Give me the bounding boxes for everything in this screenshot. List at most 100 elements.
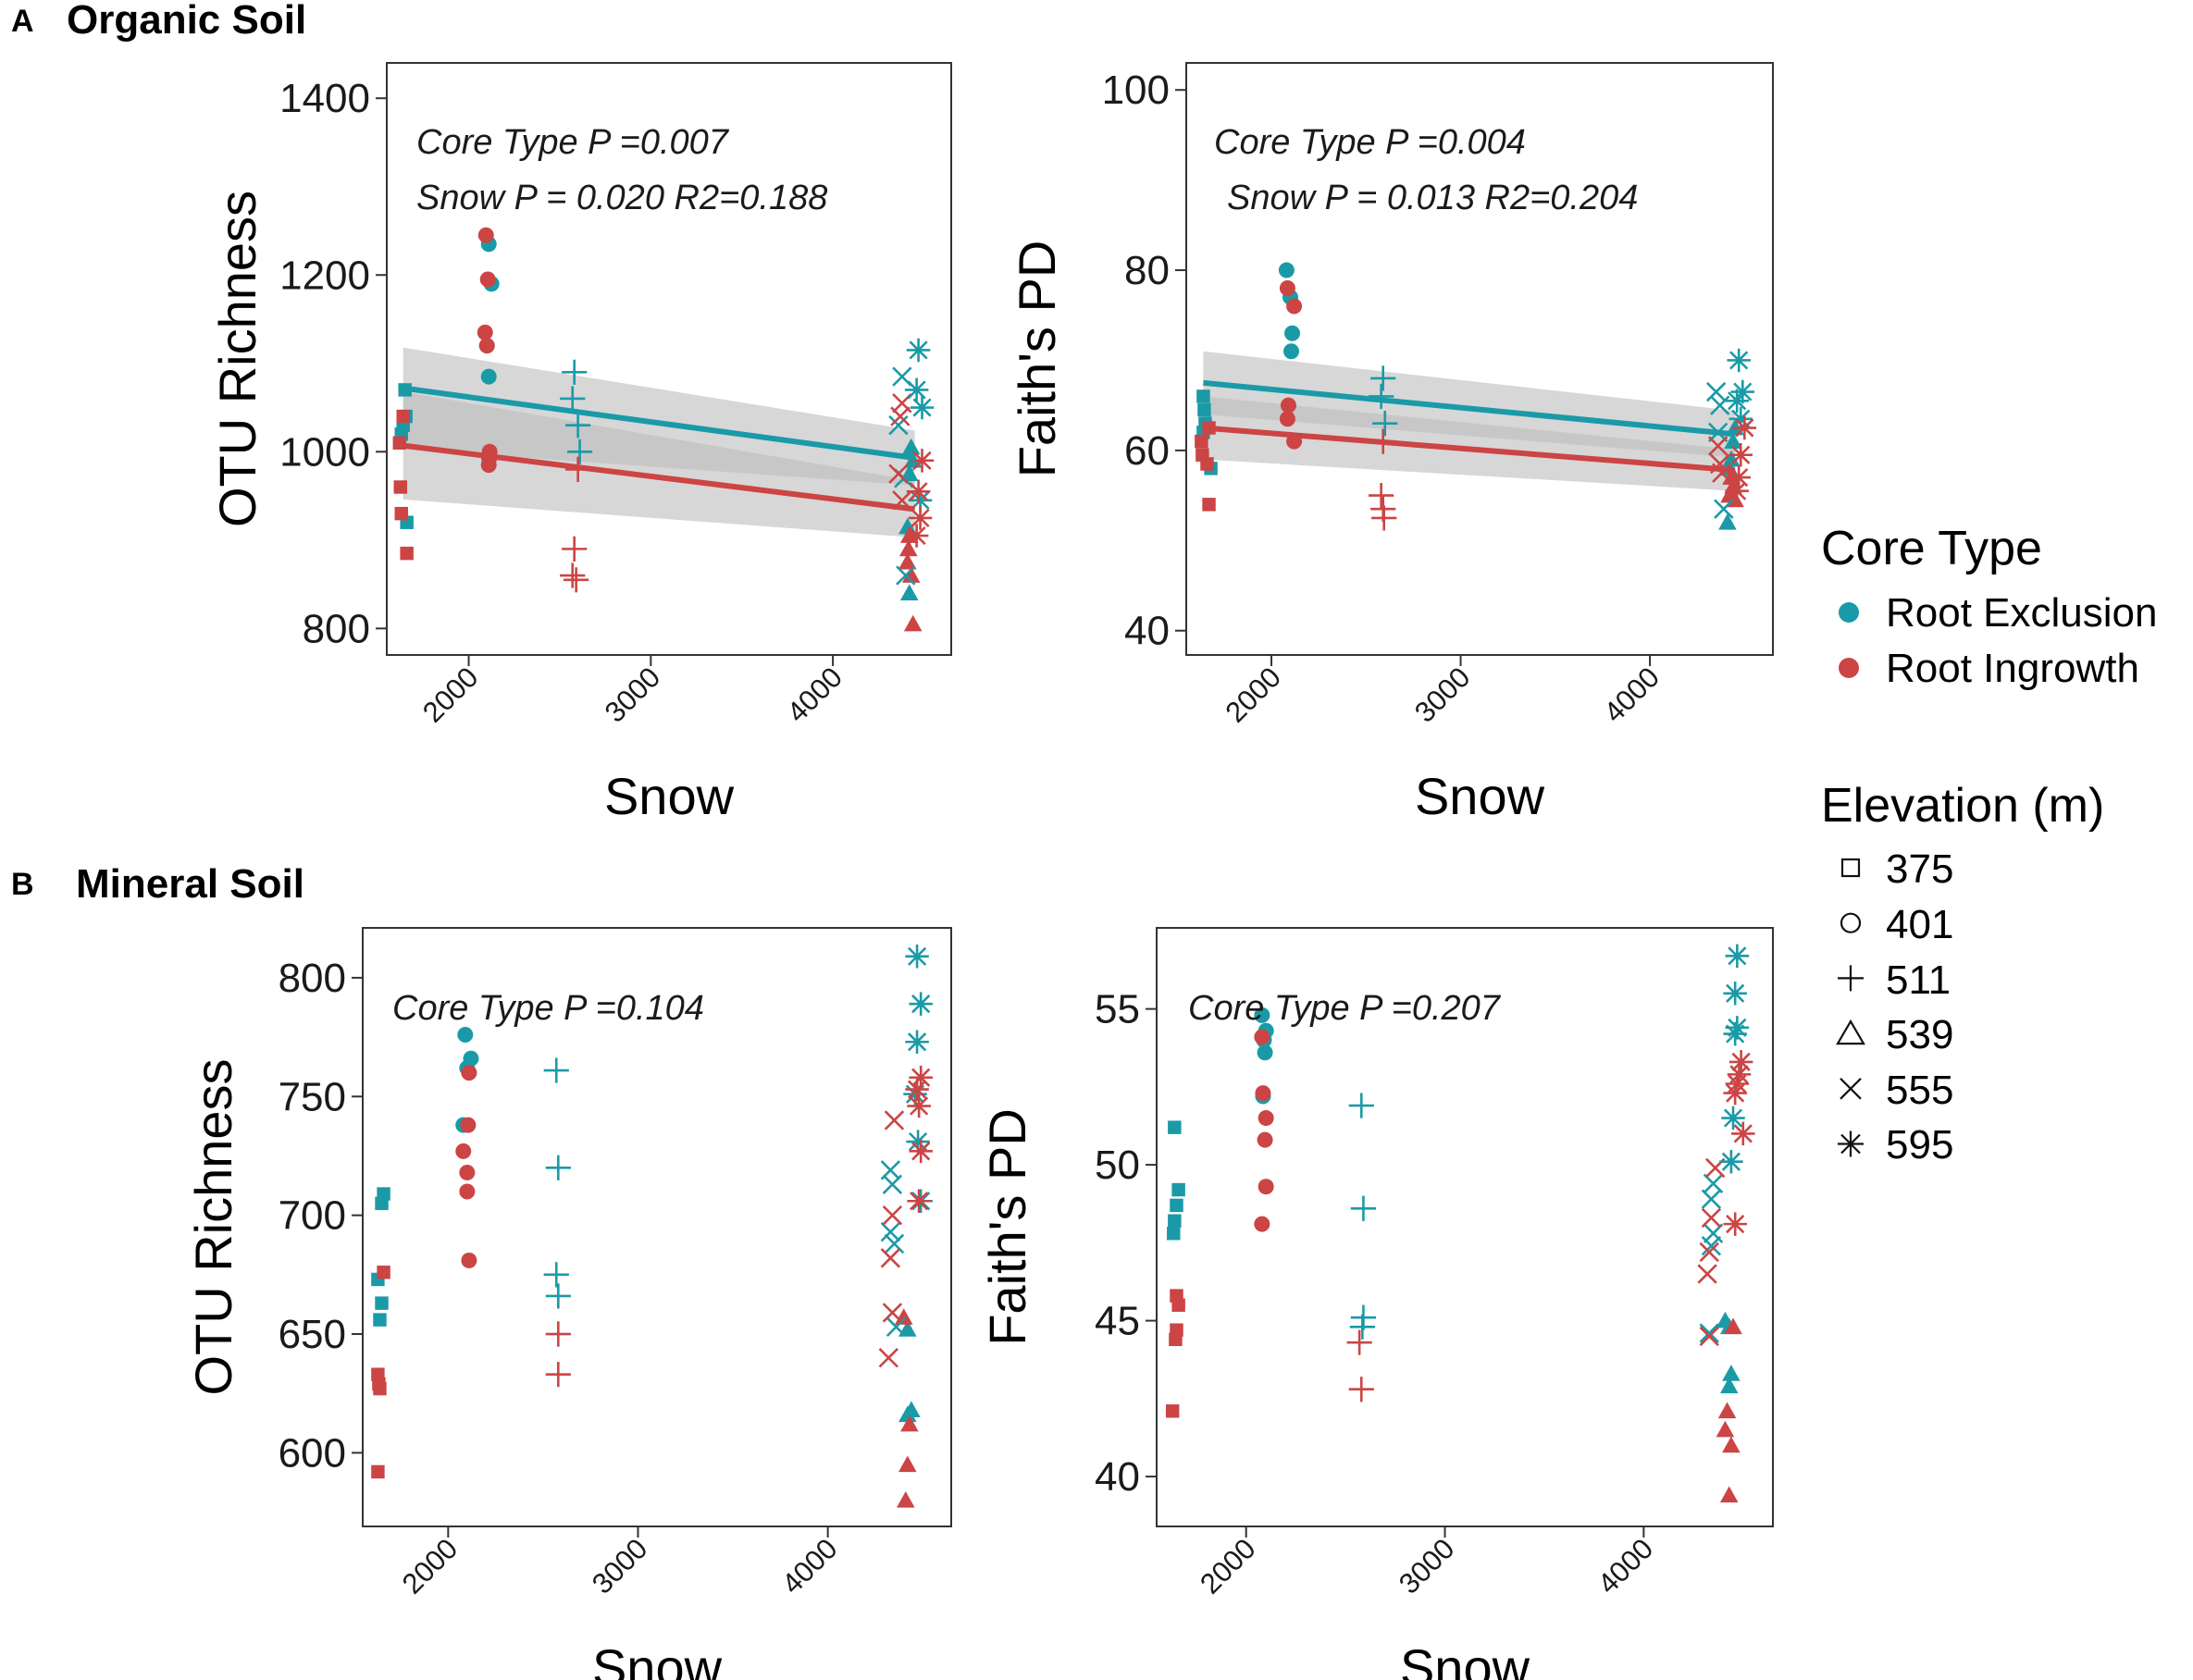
data-point-triangle	[898, 1455, 917, 1473]
y-tick-label: 80	[1124, 248, 1170, 293]
stats-annotation: Core Type P =0.207	[1188, 989, 1502, 1028]
x-axis-title: Snow	[1415, 767, 1545, 825]
y-axis-title: OTU Richness	[208, 191, 266, 527]
y-tick-label: 1200	[279, 253, 370, 298]
legend-shape-square	[1840, 858, 1861, 878]
data-point-triangle	[898, 552, 917, 570]
data-point-triangle	[1716, 1420, 1735, 1438]
data-point-cross	[882, 1303, 903, 1323]
data-point-circle	[1255, 1085, 1271, 1102]
data-point-asterisk	[903, 1081, 927, 1106]
legend-label-elevation-595: 595	[1886, 1122, 1953, 1167]
data-point-circle	[1254, 1216, 1270, 1232]
fit-line-root-exclusion	[403, 385, 916, 461]
data-point-cross	[1699, 1326, 1719, 1347]
legend: Core Type Root Exclusion Root Ingrowth E…	[1821, 522, 2157, 1167]
data-point-triangle	[1724, 432, 1742, 449]
x-axis-title: Snow	[1400, 1638, 1530, 1680]
panel-b-title: Mineral Soil	[76, 861, 304, 907]
data-point-triangle	[1719, 1486, 1739, 1503]
data-point-plus	[1348, 1377, 1374, 1402]
data-point-triangle	[1724, 1317, 1742, 1335]
y-axis-title: Faith's PD	[978, 1108, 1036, 1346]
data-point-circle	[457, 1027, 474, 1044]
data-point-asterisk	[1723, 982, 1747, 1006]
data-point-asterisk	[1727, 348, 1751, 373]
fit-line-root-exclusion	[1203, 379, 1736, 438]
data-point-plus	[562, 536, 588, 562]
data-point-cross	[1705, 381, 1727, 402]
y-tick-label: 1000	[279, 429, 370, 475]
data-point-plus	[564, 567, 589, 593]
data-point-asterisk	[1723, 1081, 1747, 1106]
confidence-band-root-ingrowth	[1203, 396, 1736, 491]
y-axis-title: Faith's PD	[1008, 241, 1066, 478]
legend-shape-cross	[1840, 1078, 1862, 1100]
data-point-triangle	[901, 438, 921, 455]
data-point-circle	[1257, 1044, 1273, 1061]
data-point-plus	[1348, 1093, 1374, 1118]
panel-b-letter: B	[11, 867, 34, 902]
plot-frame	[362, 927, 952, 1527]
confidence-band-root-ingrowth	[403, 391, 915, 537]
data-point-asterisk	[1730, 379, 1755, 404]
data-point-circle	[1254, 1029, 1270, 1045]
data-point-square	[1169, 1332, 1183, 1347]
data-point-square	[373, 1313, 387, 1327]
data-point-cross	[888, 463, 909, 484]
data-point-asterisk	[1721, 1106, 1745, 1130]
data-point-plus	[1346, 1329, 1372, 1355]
data-point-cross	[1701, 1207, 1722, 1229]
x-tick-label: 2000	[1194, 1532, 1262, 1600]
y-tick-label: 700	[279, 1193, 346, 1239]
data-point-plus	[543, 1262, 569, 1288]
data-point-cross	[1708, 436, 1728, 456]
plot-frame	[1156, 927, 1774, 1527]
data-point-asterisk	[908, 488, 933, 513]
data-point-asterisk	[1728, 1050, 1753, 1074]
data-point-asterisk	[1723, 1021, 1747, 1046]
data-point-triangle	[899, 584, 919, 600]
x-axis-title: Snow	[604, 767, 735, 825]
data-point-triangle	[1722, 1365, 1741, 1381]
data-point-cross	[884, 1110, 905, 1130]
data-point-asterisk	[910, 449, 935, 473]
data-point-asterisk	[905, 1077, 929, 1102]
stats-annotation: Core Type P =0.104	[392, 989, 704, 1028]
data-point-circle	[480, 457, 497, 474]
data-point-square	[396, 409, 410, 424]
data-point-asterisk	[904, 377, 929, 402]
data-point-plus	[560, 562, 586, 588]
data-point-asterisk	[1728, 407, 1753, 431]
chart-organic-faiths-pd: 40 60 80 100 2000 3000 4000 Snow Faith's PD Core …	[1008, 62, 1774, 825]
x-tick-label: 3000	[586, 1532, 654, 1600]
chart-mineral-otu-richness: 600 650 700 750 800 2000 3000 4000 Snow OTU Richn…	[184, 927, 952, 1680]
data-point-circle	[461, 1065, 477, 1081]
data-point-square	[371, 1464, 385, 1479]
data-point-circle	[477, 227, 494, 243]
y-tick-label: 650	[279, 1312, 346, 1357]
legend-label-elevation-375: 375	[1886, 846, 1953, 892]
stats-annotation: Snow P = 0.020 R2=0.188	[416, 179, 827, 217]
legend-shape-plus	[1838, 965, 1864, 992]
legend-elevation-title: Elevation (m)	[1821, 779, 2104, 833]
data-point-square	[1168, 1214, 1182, 1228]
plot-frame	[1185, 62, 1774, 656]
stats-annotation: Snow P = 0.013 R2=0.204	[1227, 179, 1638, 217]
legend-label-elevation-555: 555	[1886, 1068, 1953, 1113]
data-point-cross	[882, 1204, 903, 1226]
data-point-square	[373, 1381, 387, 1396]
data-point-triangle	[1722, 450, 1741, 467]
legend-shape-circle	[1840, 912, 1862, 933]
data-point-asterisk	[909, 1139, 933, 1164]
data-point-plus	[543, 1057, 569, 1083]
data-point-asterisk	[906, 479, 931, 504]
data-point-circle	[479, 271, 496, 288]
data-point-square	[1168, 1120, 1182, 1134]
legend-label-elevation-539: 539	[1886, 1012, 1953, 1057]
data-point-cross	[884, 1233, 905, 1254]
legend-core-type-title: Core Type	[1821, 522, 2042, 575]
data-point-cross	[886, 1316, 907, 1338]
data-point-circle	[1283, 343, 1300, 360]
